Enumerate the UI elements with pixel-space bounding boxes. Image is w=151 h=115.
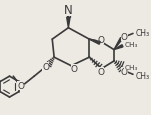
Text: N: N — [64, 4, 73, 17]
Polygon shape — [114, 45, 123, 50]
Text: O: O — [121, 33, 128, 41]
Text: CH₃: CH₃ — [124, 64, 138, 70]
Text: CH₃: CH₃ — [136, 71, 150, 80]
Text: O: O — [42, 63, 49, 72]
Text: O: O — [71, 65, 78, 73]
Text: CH₃: CH₃ — [124, 42, 138, 47]
Polygon shape — [89, 40, 100, 45]
Text: O: O — [97, 67, 104, 76]
Polygon shape — [67, 18, 70, 29]
Text: O: O — [121, 67, 128, 76]
Text: CH₃: CH₃ — [136, 29, 150, 38]
Text: O: O — [17, 81, 24, 90]
Polygon shape — [114, 38, 123, 50]
Text: O: O — [97, 35, 104, 44]
